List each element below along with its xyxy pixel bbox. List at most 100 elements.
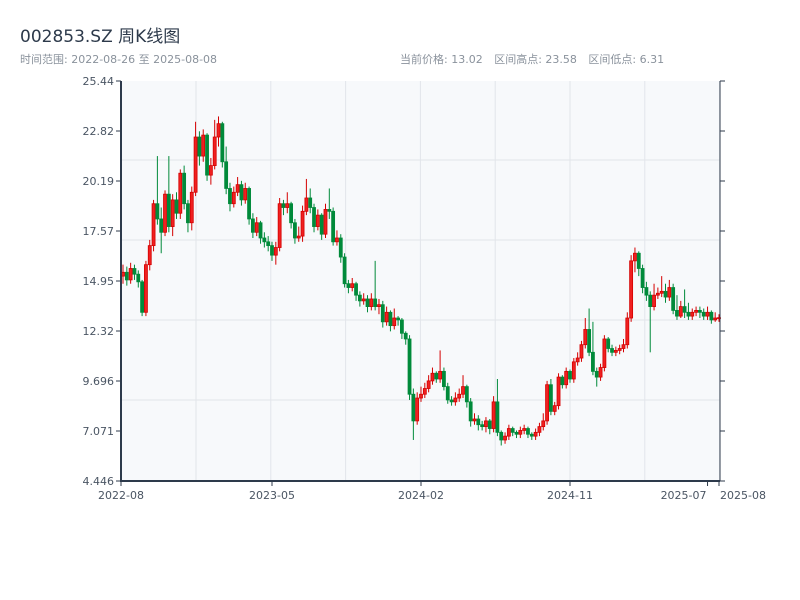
y-tick-label: 7.071 bbox=[83, 425, 115, 438]
x-tick-label: 2022-08 bbox=[98, 489, 144, 502]
candle-body bbox=[186, 203, 190, 224]
candle-body bbox=[548, 384, 553, 412]
candle-body bbox=[312, 207, 316, 227]
candle-body bbox=[293, 222, 297, 239]
candle-body bbox=[140, 281, 145, 313]
candle-body bbox=[694, 309, 698, 313]
candle-body bbox=[537, 426, 542, 433]
candle-body bbox=[545, 384, 549, 422]
y-tick-label: 22.82 bbox=[83, 125, 115, 138]
candle-body bbox=[136, 273, 141, 283]
candle-body bbox=[354, 283, 358, 296]
candle-body bbox=[182, 172, 187, 205]
candle-body bbox=[617, 348, 622, 351]
candle-body bbox=[327, 209, 332, 212]
x-tick-label: 2025-07 bbox=[661, 489, 707, 502]
candle-body bbox=[224, 161, 229, 189]
candle-body bbox=[304, 197, 309, 212]
candle-body bbox=[231, 191, 236, 205]
candle-body bbox=[587, 329, 592, 353]
candle-body bbox=[461, 386, 465, 395]
candle-body bbox=[598, 367, 603, 378]
candle-body bbox=[338, 237, 343, 258]
price-stats: 当前价格: 13.02 区间高点: 23.58 区间低点: 6.31 bbox=[400, 51, 672, 67]
candle-body bbox=[552, 405, 557, 412]
candle-body bbox=[640, 268, 645, 288]
candle-body bbox=[667, 287, 672, 298]
candle-body bbox=[522, 428, 527, 431]
candle-body bbox=[403, 332, 408, 340]
candle-body bbox=[178, 172, 183, 214]
candle-body bbox=[476, 418, 481, 426]
candle-body bbox=[659, 290, 664, 294]
candle-body bbox=[655, 292, 660, 296]
candle-body bbox=[396, 317, 400, 321]
candle-body bbox=[506, 428, 511, 437]
candle-body bbox=[472, 418, 477, 422]
candle-body bbox=[132, 268, 137, 275]
candle-body bbox=[281, 203, 286, 208]
candle-body bbox=[690, 311, 695, 317]
candle-body bbox=[613, 350, 618, 353]
candle-body bbox=[487, 420, 492, 429]
candle-body bbox=[277, 203, 282, 248]
y-tick-label: 9.696 bbox=[83, 375, 115, 388]
candle-body bbox=[453, 397, 458, 403]
date-range-label: 时间范围: 2022-08-26 至 2025-08-08 bbox=[20, 53, 218, 66]
candle-body bbox=[308, 197, 313, 208]
candle-body bbox=[155, 203, 160, 220]
candle-body bbox=[247, 188, 251, 220]
candle-body bbox=[415, 397, 420, 422]
y-tick-label: 12.32 bbox=[83, 325, 115, 338]
candle-body bbox=[377, 304, 381, 307]
candle-body bbox=[266, 241, 271, 247]
candle-body bbox=[205, 134, 209, 176]
candle-body bbox=[678, 306, 683, 317]
candle-body bbox=[503, 435, 507, 441]
candle-body bbox=[663, 290, 668, 298]
x-tick-label: 2025-08 bbox=[720, 489, 766, 502]
candle-body bbox=[579, 344, 584, 359]
candle-body bbox=[610, 348, 614, 353]
x-tick-label: 2024-11 bbox=[547, 489, 593, 502]
candle-body bbox=[701, 311, 706, 317]
candle-body bbox=[270, 245, 274, 256]
candle-body bbox=[652, 294, 656, 307]
candle-body bbox=[697, 309, 702, 313]
candle-body bbox=[468, 401, 473, 422]
candle-body bbox=[361, 298, 366, 302]
chart-title: 002853.SZ 周K线图 bbox=[20, 27, 181, 47]
candle-body bbox=[197, 136, 202, 157]
range-high: 区间高点: 23.58 bbox=[494, 53, 577, 66]
candle-body bbox=[319, 214, 324, 235]
y-tick-label: 4.446 bbox=[83, 475, 115, 488]
candle-body bbox=[671, 287, 676, 311]
candle-body bbox=[411, 393, 416, 422]
candle-body bbox=[457, 393, 462, 399]
candle-body bbox=[335, 237, 339, 243]
candle-body bbox=[430, 372, 435, 382]
candle-body bbox=[166, 193, 171, 227]
candle-body bbox=[258, 222, 263, 239]
candle-body bbox=[369, 298, 374, 307]
candle-body bbox=[189, 191, 194, 224]
candle-body bbox=[491, 401, 496, 429]
candle-body bbox=[315, 214, 320, 227]
candle-body bbox=[480, 424, 485, 428]
candle-body bbox=[571, 361, 576, 380]
candle-body bbox=[357, 294, 362, 302]
candle-body bbox=[625, 317, 630, 346]
candle-body bbox=[289, 203, 294, 224]
candle-body bbox=[518, 430, 523, 435]
candle-body bbox=[147, 245, 152, 266]
candle-body bbox=[529, 433, 534, 437]
candle-body bbox=[124, 271, 129, 281]
candle-body bbox=[442, 370, 446, 388]
candle-body bbox=[300, 210, 305, 237]
candle-body bbox=[629, 260, 634, 319]
candle-body bbox=[380, 304, 385, 323]
candle-body bbox=[243, 188, 248, 201]
candle-body bbox=[216, 123, 221, 138]
candle-body bbox=[484, 420, 488, 428]
candle-body bbox=[399, 319, 404, 334]
